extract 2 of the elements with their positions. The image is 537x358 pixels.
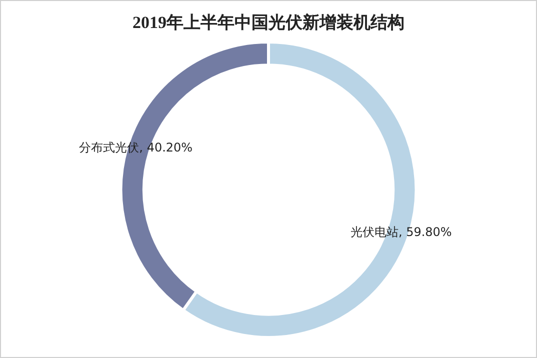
slice-label: 光伏电站, 59.80% [350, 224, 452, 239]
chart-title: 2019年上半年中国光伏新增装机结构 [132, 13, 404, 32]
